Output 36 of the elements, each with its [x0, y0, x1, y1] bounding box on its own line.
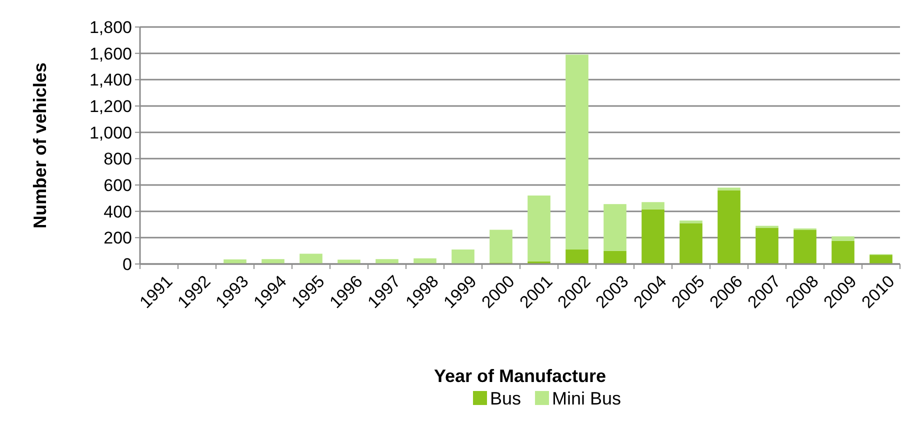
bar: [642, 202, 664, 210]
x-axis-title: Year of Manufacture: [434, 366, 606, 386]
bar: [642, 209, 664, 264]
legend-label: Bus: [490, 388, 522, 408]
bar: [262, 259, 284, 264]
bar: [490, 230, 512, 263]
y-tick-label: 1,600: [89, 44, 132, 64]
y-tick-label: 0: [122, 254, 132, 274]
bar: [338, 260, 360, 264]
y-tick-label: 1,400: [89, 70, 132, 90]
bar: [832, 240, 854, 264]
bar: [376, 259, 398, 264]
bar: [794, 230, 816, 264]
bar: [300, 254, 322, 264]
y-tick-label: 200: [104, 228, 132, 248]
bar: [870, 254, 892, 264]
bar: [718, 190, 740, 264]
legend-label: Mini Bus: [552, 388, 622, 408]
bar: [718, 188, 740, 190]
bar: [680, 220, 702, 224]
y-tick-label: 400: [104, 202, 132, 222]
bar: [566, 250, 588, 264]
y-tick-label: 600: [104, 176, 132, 195]
bar: [604, 204, 626, 251]
y-tick-label: 1,800: [89, 18, 132, 37]
y-tick-label: 800: [104, 150, 132, 169]
bar: [604, 250, 626, 264]
bar: [680, 223, 702, 264]
bar: [756, 228, 778, 264]
y-tick-label: 1,000: [89, 123, 132, 142]
y-axis-title: Number of vehicles: [30, 62, 50, 229]
bar: [832, 236, 854, 241]
bar: [566, 54, 588, 250]
y-tick-label: 1,200: [89, 96, 132, 116]
bar: [528, 196, 550, 262]
bar: [452, 250, 474, 264]
